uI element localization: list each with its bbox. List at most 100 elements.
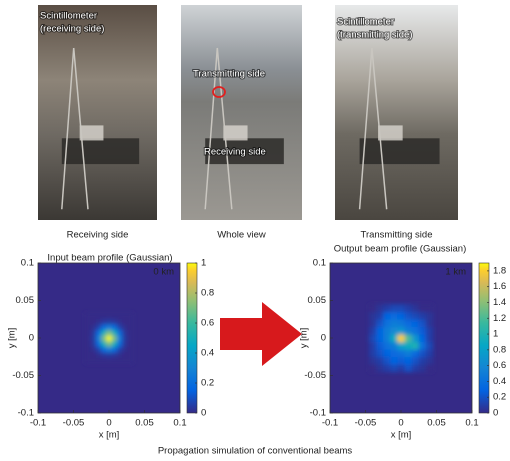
colorbar-tick-label: 0.6 bbox=[201, 318, 214, 329]
x-tick-label: -0.05 bbox=[355, 418, 377, 429]
x-axis-label: x [m] bbox=[391, 430, 412, 441]
heatmap-cell bbox=[369, 349, 377, 358]
heatmap-cell bbox=[411, 311, 420, 320]
heatmap-cell bbox=[404, 364, 413, 373]
photo: Scintillometer (receiving side) bbox=[38, 5, 157, 220]
heatmap-cell bbox=[111, 329, 118, 336]
photo-device bbox=[378, 125, 403, 141]
colorbar-tick-label: 0.2 bbox=[493, 392, 506, 403]
heatmap-cell bbox=[390, 326, 398, 335]
heatmap-cell bbox=[397, 311, 405, 320]
photo: Scintillometer (transmitting side) bbox=[335, 5, 458, 220]
heatmap-cell bbox=[404, 334, 413, 343]
heatmap-cell bbox=[369, 334, 377, 343]
heatmap-cell bbox=[383, 364, 391, 373]
photo-device bbox=[223, 125, 248, 141]
photo-label: Transmitting side bbox=[193, 69, 265, 80]
figure-caption: Propagation simulation of conventional b… bbox=[158, 446, 353, 457]
heatmap-cell bbox=[95, 329, 102, 336]
heatmap-cell bbox=[101, 346, 107, 353]
heatmap-cell bbox=[376, 341, 384, 350]
colorbar-tick-label: 1.4 bbox=[493, 297, 506, 308]
heatmap-cell bbox=[116, 335, 123, 342]
y-axis-label: y [m] bbox=[7, 328, 18, 349]
heatmap-cell bbox=[369, 341, 377, 350]
heatmap-cell bbox=[425, 326, 434, 335]
x-tick-label: 0 bbox=[106, 418, 111, 429]
heatmap-cell bbox=[404, 341, 413, 350]
heatmap-cell bbox=[404, 326, 413, 335]
heatmap-cell bbox=[376, 326, 384, 335]
photo-background bbox=[38, 5, 157, 220]
heatmap-cell bbox=[383, 356, 391, 365]
heatmap-cell bbox=[425, 334, 434, 343]
heatmap-cell bbox=[404, 304, 413, 313]
colorbar-tick-label: 1.2 bbox=[493, 313, 506, 324]
heatmap-cell bbox=[106, 312, 113, 319]
heatmap-cell bbox=[369, 311, 377, 320]
heatmap-cell bbox=[122, 352, 129, 359]
x-tick-label: -0.05 bbox=[63, 418, 85, 429]
heatmap-cell bbox=[369, 319, 377, 328]
photo-caption: Whole view bbox=[217, 230, 266, 241]
heatmap-cell bbox=[418, 319, 427, 328]
heatmap-cell bbox=[106, 340, 113, 347]
heatmap-cell bbox=[397, 364, 405, 373]
heatmap-cell bbox=[369, 304, 377, 313]
heatmap-cell bbox=[425, 356, 434, 365]
heatmap-cell bbox=[425, 319, 434, 328]
heatmap-cell bbox=[95, 346, 102, 353]
heatmap-cell bbox=[122, 357, 129, 364]
photo-table bbox=[61, 138, 140, 165]
y-tick-label: 0.05 bbox=[16, 295, 35, 306]
heatmap-cell bbox=[127, 335, 134, 342]
colorbar bbox=[186, 262, 198, 414]
heatmap-cell bbox=[411, 319, 420, 328]
heatmap-cell bbox=[397, 304, 405, 313]
heatmap-cell bbox=[111, 340, 118, 347]
heatmap-cell bbox=[376, 349, 384, 358]
heatmap-cell bbox=[376, 364, 384, 373]
photo-tripod bbox=[216, 47, 233, 210]
heatmap-cell bbox=[122, 335, 129, 342]
heatmap-cell bbox=[106, 329, 113, 336]
photo-table bbox=[205, 138, 284, 165]
photo-tripod bbox=[72, 47, 89, 210]
heatmap-cell bbox=[390, 364, 398, 373]
y-tick-label: 0 bbox=[29, 333, 34, 344]
heatmap-cell bbox=[411, 364, 420, 373]
heatmap-cell bbox=[418, 326, 427, 335]
heatmap-cell bbox=[122, 340, 129, 347]
heatmap-cell-group bbox=[369, 304, 434, 373]
heatmap-cell bbox=[111, 352, 118, 359]
heatmap-cell bbox=[411, 349, 420, 358]
heatmap-cell bbox=[95, 312, 102, 319]
colorbar-tick-label: 1.8 bbox=[493, 265, 506, 276]
photo-tripod bbox=[371, 47, 388, 210]
colorbar-tick-label: 0.8 bbox=[493, 344, 506, 355]
heatmap-cell bbox=[376, 334, 384, 343]
heatmap-cell bbox=[397, 356, 405, 365]
annotation: 1 km bbox=[445, 267, 466, 278]
colorbar-tick-label: 0.6 bbox=[493, 360, 506, 371]
y-tick-label: 0.05 bbox=[308, 295, 327, 306]
heatmap-cell bbox=[127, 312, 134, 319]
heatmap-cell bbox=[95, 335, 102, 342]
heatmap: -0.1 -0.05 0 0.05 0.1 -0.1 -0.05 0 0.05 0.1 x [m] y… bbox=[299, 244, 507, 441]
heatmap-cell bbox=[122, 323, 129, 330]
heatmap-cell bbox=[101, 335, 107, 342]
heatmap-cell bbox=[90, 340, 97, 347]
heatmap-cell bbox=[397, 341, 405, 350]
heatmap-cell bbox=[411, 334, 420, 343]
colorbar-tick-label: 1 bbox=[201, 258, 206, 269]
photo-label: Receiving side bbox=[204, 147, 266, 158]
heatmap-cell bbox=[111, 323, 118, 330]
heatmap-cell bbox=[85, 312, 91, 319]
heatmap-cell bbox=[390, 334, 398, 343]
heatmap-cell bbox=[404, 356, 413, 365]
heatmap-cell bbox=[390, 341, 398, 350]
heatmap-cell bbox=[127, 352, 134, 359]
heatmap-cell bbox=[418, 334, 427, 343]
heatmap-cell bbox=[111, 318, 118, 325]
annotation: 0 km bbox=[153, 267, 174, 278]
